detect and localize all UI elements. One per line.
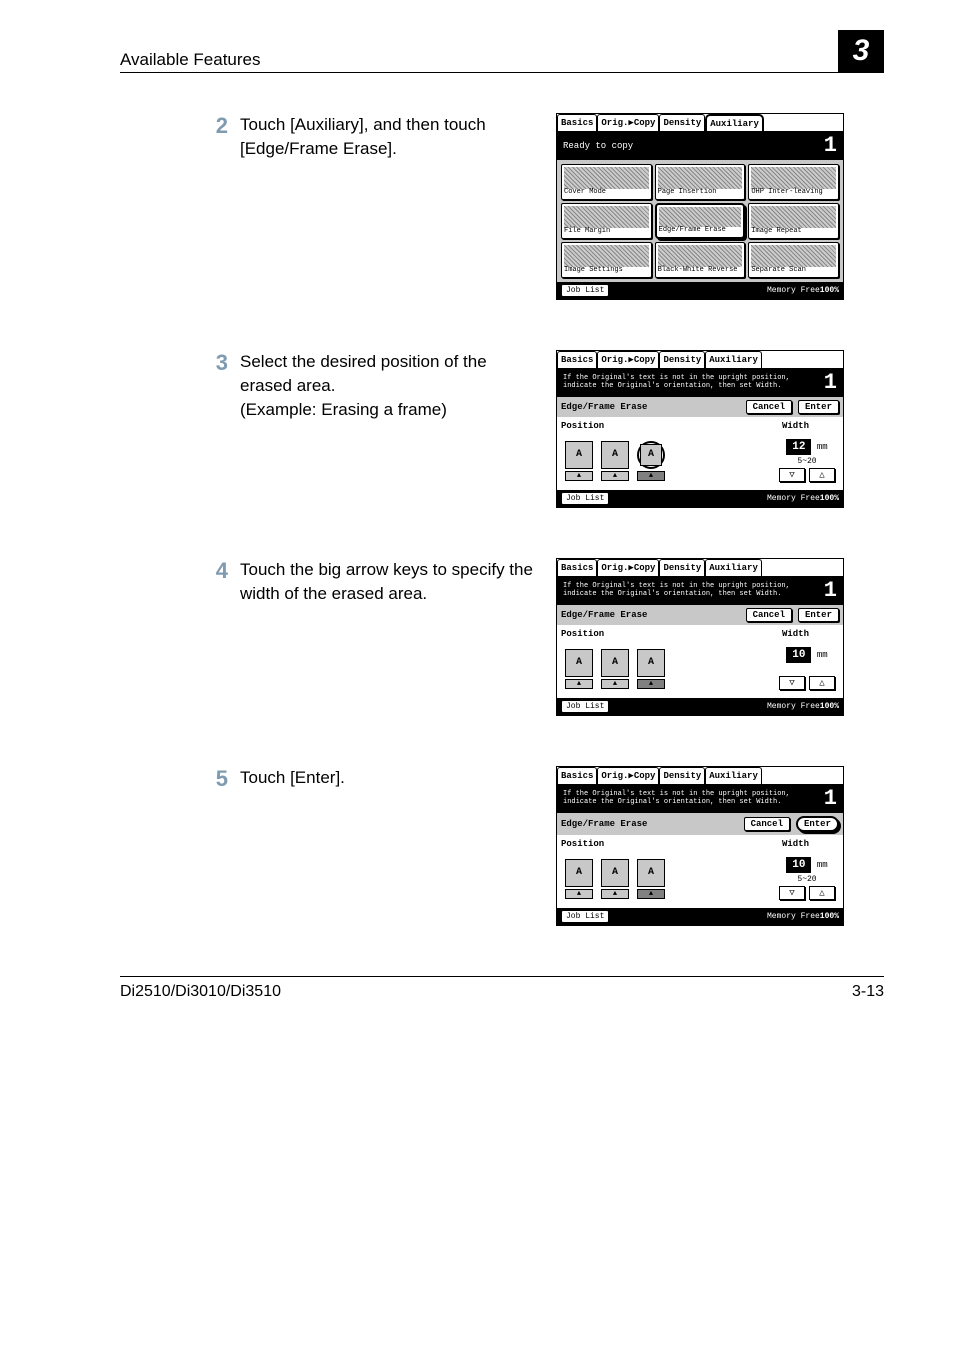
tab-density[interactable]: Density [659, 767, 705, 784]
status-text: If the Original's text is not in the upr… [563, 791, 824, 806]
tab-basics[interactable]: Basics [557, 559, 597, 576]
position-top[interactable]: A▲ [601, 859, 629, 899]
enter-button[interactable]: Enter [796, 816, 839, 832]
step-4: 4 Touch the big arrow keys to specify th… [200, 558, 884, 716]
page-footer: Di2510/Di3010/Di3510 3-13 [120, 976, 884, 1001]
step-text: Touch [Auxiliary], and then touch [Edge/… [240, 113, 540, 300]
copy-count: 1 [824, 788, 837, 810]
step-5: 5 Touch [Enter]. Basics Orig.▶Copy Densi… [200, 766, 884, 926]
screen-title: Edge/Frame Erase [561, 819, 738, 829]
width-value: 10 [786, 857, 811, 873]
model-name: Di2510/Di3010/Di3510 [120, 983, 281, 1001]
position-top[interactable]: A▲ [601, 441, 629, 481]
tab-density[interactable]: Density [659, 114, 705, 131]
step-text: Select the desired position of the erase… [240, 350, 540, 508]
tab-basics[interactable]: Basics [557, 351, 597, 368]
status-text: Ready to copy [563, 141, 633, 151]
memory-free-label: Memory Free100% [767, 494, 839, 503]
tab-orig-copy[interactable]: Orig.▶Copy [597, 559, 659, 576]
width-label: Width [782, 421, 809, 431]
job-list-button[interactable]: Job List [561, 910, 609, 923]
job-list-button[interactable]: Job List [561, 492, 609, 505]
step-3: 3 Select the desired position of the era… [200, 350, 884, 508]
width-down-button[interactable]: ▽ [779, 886, 805, 900]
tab-orig-copy[interactable]: Orig.▶Copy [597, 351, 659, 368]
tab-basics[interactable]: Basics [557, 114, 597, 131]
lcd-screenshot-position: Basics Orig.▶Copy Density Auxiliary If t… [556, 350, 844, 508]
position-top[interactable]: A▲ [601, 649, 629, 689]
tab-orig-copy[interactable]: Orig.▶Copy [597, 767, 659, 784]
step-2: 2 Touch [Auxiliary], and then touch [Edg… [200, 113, 884, 300]
bw-reverse-button[interactable]: Black-White Reverse [655, 242, 746, 278]
memory-free-label: Memory Free100% [767, 286, 839, 295]
position-left[interactable]: A▲ [565, 859, 593, 899]
step-number: 2 [200, 113, 240, 300]
copy-count: 1 [824, 372, 837, 394]
step-number: 4 [200, 558, 240, 716]
width-up-button[interactable]: △ [809, 886, 835, 900]
enter-button[interactable]: Enter [798, 608, 839, 622]
width-range: 5~20 [779, 457, 835, 466]
enter-button[interactable]: Enter [798, 400, 839, 414]
tab-density[interactable]: Density [659, 559, 705, 576]
width-value: 10 [786, 647, 811, 663]
lcd-screenshot-enter: Basics Orig.▶Copy Density Auxiliary If t… [556, 766, 844, 926]
tab-basics[interactable]: Basics [557, 767, 597, 784]
section-title: Available Features [120, 50, 261, 70]
cancel-button[interactable]: Cancel [746, 608, 792, 622]
chapter-number-badge: 3 [838, 30, 884, 72]
ohp-interleaving-button[interactable]: OHP Inter-leaving [748, 164, 839, 200]
width-down-button[interactable]: ▽ [779, 468, 805, 482]
page-header: Available Features 3 [120, 30, 884, 73]
image-repeat-button[interactable]: Image Repeat [748, 203, 839, 239]
position-frame[interactable]: A▲ [637, 649, 665, 689]
cancel-button[interactable]: Cancel [746, 400, 792, 414]
width-label: Width [782, 629, 809, 639]
tab-auxiliary[interactable]: Auxiliary [705, 351, 762, 368]
position-label: Position [561, 839, 782, 849]
cover-mode-button[interactable]: Cover Mode [561, 164, 652, 200]
status-text: If the Original's text is not in the upr… [563, 583, 824, 598]
width-label: Width [782, 839, 809, 849]
width-up-button[interactable]: △ [809, 676, 835, 690]
width-range: 5~20 [779, 875, 835, 884]
image-settings-button[interactable]: Image Settings [561, 242, 652, 278]
width-down-button[interactable]: ▽ [779, 676, 805, 690]
tab-auxiliary[interactable]: Auxiliary [705, 114, 764, 131]
tab-auxiliary[interactable]: Auxiliary [705, 559, 762, 576]
edge-frame-erase-button[interactable]: Edge/Frame Erase [655, 203, 746, 239]
screen-title: Edge/Frame Erase [561, 610, 740, 620]
memory-free-label: Memory Free100% [767, 912, 839, 921]
step-text: Touch the big arrow keys to specify the … [240, 558, 540, 716]
width-value: 12 [786, 439, 811, 455]
memory-free-label: Memory Free100% [767, 702, 839, 711]
position-frame[interactable]: A▲ [637, 859, 665, 899]
screen-title: Edge/Frame Erase [561, 402, 740, 412]
position-left[interactable]: A▲ [565, 649, 593, 689]
lcd-screenshot-auxiliary: Basics Orig.▶Copy Density Auxiliary Read… [556, 113, 844, 300]
position-frame[interactable]: A▲ [637, 441, 665, 481]
job-list-button[interactable]: Job List [561, 700, 609, 713]
lcd-screenshot-width: Basics Orig.▶Copy Density Auxiliary If t… [556, 558, 844, 716]
tab-density[interactable]: Density [659, 351, 705, 368]
job-list-button[interactable]: Job List [561, 284, 609, 297]
position-label: Position [561, 629, 782, 639]
file-margin-button[interactable]: File Margin [561, 203, 652, 239]
width-up-button[interactable]: △ [809, 468, 835, 482]
tab-auxiliary[interactable]: Auxiliary [705, 767, 762, 784]
copy-count: 1 [824, 135, 837, 157]
page-number: 3-13 [852, 983, 884, 1001]
tab-orig-copy[interactable]: Orig.▶Copy [597, 114, 659, 131]
position-label: Position [561, 421, 782, 431]
cancel-button[interactable]: Cancel [744, 817, 790, 831]
step-number: 5 [200, 766, 240, 926]
page-insertion-button[interactable]: Page Insertion [655, 164, 746, 200]
step-number: 3 [200, 350, 240, 508]
copy-count: 1 [824, 580, 837, 602]
separate-scan-button[interactable]: Separate Scan [748, 242, 839, 278]
step-text: Touch [Enter]. [240, 766, 540, 926]
status-text: If the Original's text is not in the upr… [563, 375, 824, 390]
position-left[interactable]: A▲ [565, 441, 593, 481]
